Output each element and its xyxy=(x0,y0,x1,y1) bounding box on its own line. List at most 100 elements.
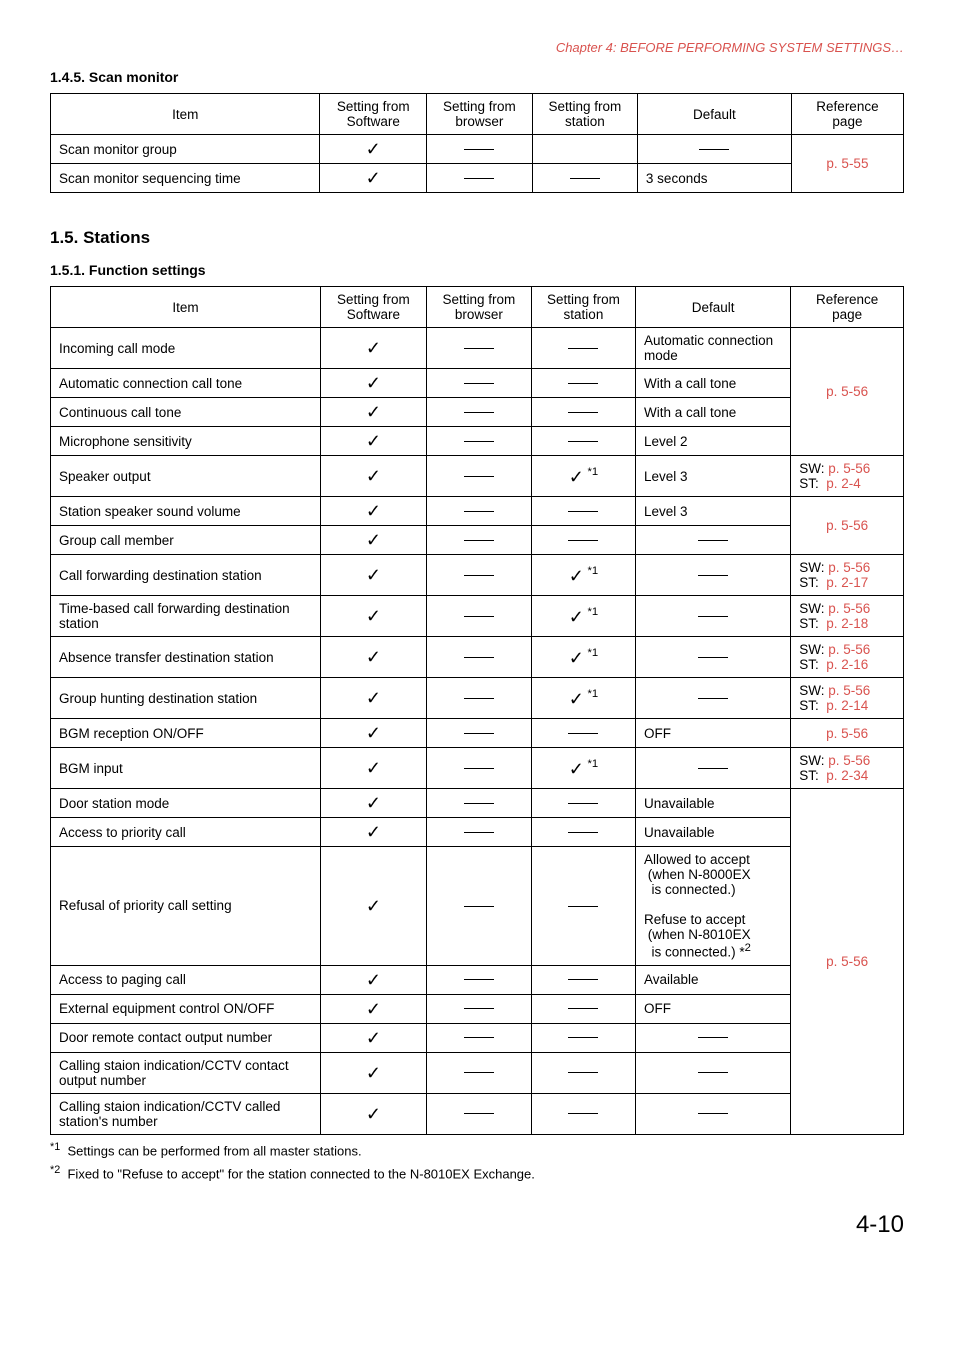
th-browser: Setting from browser xyxy=(426,287,531,328)
ref-link[interactable]: p. 5-56 xyxy=(828,642,870,657)
table-row: Microphone sensitivityLevel 2 xyxy=(51,427,904,456)
cell-default xyxy=(636,1052,791,1093)
cell-ref: SW: p. 5-56ST: p. 2-18 xyxy=(791,596,904,637)
check-icon xyxy=(366,340,381,355)
chapter-header: Chapter 4: BEFORE PERFORMING SYSTEM SETT… xyxy=(50,40,904,55)
cell-default xyxy=(636,526,791,555)
ref-link[interactable]: p. 2-17 xyxy=(826,575,868,590)
footnote-1: *1 Settings can be performed from all ma… xyxy=(50,1141,904,1158)
cell-browser xyxy=(426,637,531,678)
dash-icon xyxy=(464,1037,494,1039)
footnote-2: *2 Fixed to "Refuse to accept" for the s… xyxy=(50,1164,904,1181)
cell-item: External equipment control ON/OFF xyxy=(51,994,321,1023)
dash-icon xyxy=(464,476,494,478)
check-icon xyxy=(366,532,381,547)
ref-link[interactable]: p. 2-34 xyxy=(826,768,868,783)
cell-browser xyxy=(426,678,531,719)
ref-link[interactable]: p. 5-56 xyxy=(826,384,868,399)
ref-link[interactable]: p. 5-56 xyxy=(826,954,868,969)
ref-link[interactable]: p. 5-56 xyxy=(826,518,868,533)
table-row: Continuous call toneWith a call tone xyxy=(51,398,904,427)
table-row: Scan monitor sequencing time 3 seconds xyxy=(51,164,904,193)
cell-station xyxy=(531,526,635,555)
th-item: Item xyxy=(51,287,321,328)
cell-default: OFF xyxy=(636,994,791,1023)
table-row: Call forwarding destination station *1SW… xyxy=(51,555,904,596)
cell-item: BGM reception ON/OFF xyxy=(51,719,321,748)
dash-icon xyxy=(464,575,494,577)
cell-sw xyxy=(321,1052,427,1093)
cell-item: Access to paging call xyxy=(51,965,321,994)
check-icon xyxy=(366,1029,381,1044)
cell-default: Level 3 xyxy=(636,497,791,526)
dash-icon xyxy=(568,348,598,350)
cell-default: Unavailable xyxy=(636,818,791,847)
dash-icon xyxy=(464,441,494,443)
table-row: Refusal of priority call settingAllowed … xyxy=(51,847,904,966)
dash-icon xyxy=(464,149,494,151)
cell-sw xyxy=(321,965,427,994)
ref-link[interactable]: p. 5-55 xyxy=(826,156,868,171)
cell-default xyxy=(636,637,791,678)
cell-browser xyxy=(426,1023,531,1052)
cell-browser xyxy=(426,818,531,847)
cell-item: Scan monitor group xyxy=(51,135,320,164)
dash-icon xyxy=(699,149,729,151)
cell-default: With a call tone xyxy=(636,369,791,398)
ref-link[interactable]: p. 5-56 xyxy=(828,461,870,476)
cell-default xyxy=(636,678,791,719)
cell-default: Automatic connection mode xyxy=(636,328,791,369)
cell-default: Level 2 xyxy=(636,427,791,456)
dash-icon xyxy=(698,657,728,659)
ref-link[interactable]: p. 5-56 xyxy=(828,560,870,575)
cell-browser xyxy=(426,135,532,164)
cell-station xyxy=(531,369,635,398)
ref-link[interactable]: p. 2-16 xyxy=(826,657,868,672)
dash-icon xyxy=(464,768,494,770)
cell-browser xyxy=(426,789,531,818)
cell-sw xyxy=(321,596,427,637)
check-icon xyxy=(366,795,381,810)
cell-ref: p. 5-56 xyxy=(791,328,904,456)
cell-browser xyxy=(426,965,531,994)
table-row: Station speaker sound volumeLevel 3p. 5-… xyxy=(51,497,904,526)
cell-ref: SW: p. 5-56ST: p. 2-34 xyxy=(791,748,904,789)
dash-icon xyxy=(464,1072,494,1074)
cell-item: Calling staion indication/CCTV called st… xyxy=(51,1093,321,1134)
cell-default xyxy=(636,596,791,637)
ref-link[interactable]: p. 5-56 xyxy=(826,726,868,741)
check-icon xyxy=(569,650,584,665)
dash-icon xyxy=(464,906,494,908)
cell-sw xyxy=(321,1093,427,1134)
check-icon xyxy=(366,1000,381,1015)
cell-sw xyxy=(321,748,427,789)
cell-browser xyxy=(426,497,531,526)
ref-link[interactable]: p. 2-14 xyxy=(826,698,868,713)
ref-link[interactable]: p. 5-56 xyxy=(828,601,870,616)
cell-browser xyxy=(426,328,531,369)
check-icon xyxy=(366,141,381,156)
dash-icon xyxy=(568,832,598,834)
cell-sw xyxy=(321,719,427,748)
check-icon xyxy=(366,170,381,185)
cell-browser xyxy=(426,1093,531,1134)
table-row: Incoming call modeAutomatic connection m… xyxy=(51,328,904,369)
dash-icon xyxy=(698,575,728,577)
ref-link[interactable]: p. 2-4 xyxy=(826,476,861,491)
ref-link[interactable]: p. 5-56 xyxy=(828,683,870,698)
cell-sw xyxy=(321,456,427,497)
dash-icon xyxy=(464,698,494,700)
dash-icon xyxy=(464,979,494,981)
th-default: Default xyxy=(637,94,791,135)
ref-link[interactable]: p. 2-18 xyxy=(826,616,868,631)
cell-station xyxy=(531,719,635,748)
dash-icon xyxy=(698,1113,728,1115)
cell-sw xyxy=(321,555,427,596)
ref-link[interactable]: p. 5-56 xyxy=(828,753,870,768)
cell-station xyxy=(531,1093,635,1134)
cell-sw xyxy=(320,135,427,164)
table-row: BGM input *1SW: p. 5-56ST: p. 2-34 xyxy=(51,748,904,789)
check-icon xyxy=(366,897,381,912)
cell-default: Available xyxy=(636,965,791,994)
cell-item: Access to priority call xyxy=(51,818,321,847)
